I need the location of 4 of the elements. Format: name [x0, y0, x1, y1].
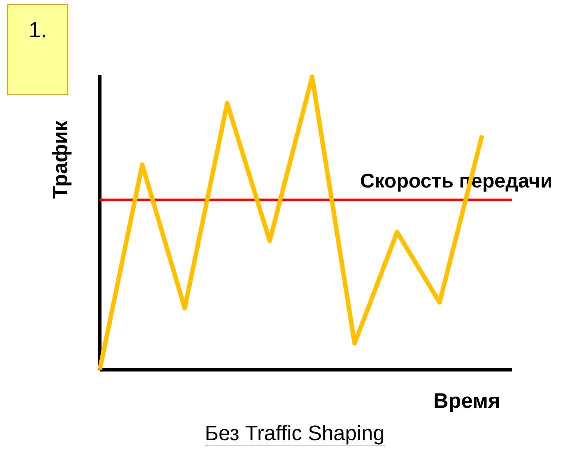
y-axis-title: Трафик	[52, 120, 72, 199]
x-axis-title: Время	[434, 394, 500, 412]
text: 1.	[30, 22, 46, 38]
text: Без Traffic Shaping	[206, 425, 384, 445]
